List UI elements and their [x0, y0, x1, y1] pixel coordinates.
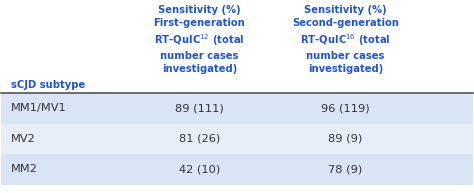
Text: 89 (9): 89 (9) [328, 134, 363, 144]
Text: 96 (119): 96 (119) [321, 103, 370, 113]
Text: sCJD subtype: sCJD subtype [11, 80, 85, 90]
Text: 81 (26): 81 (26) [179, 134, 220, 144]
Text: MV2: MV2 [11, 134, 36, 144]
Bar [1, 124, 473, 154]
Bar [1, 154, 473, 185]
Text: MM2: MM2 [11, 164, 38, 174]
Bar [1, 93, 473, 124]
Text: MM1/MV1: MM1/MV1 [11, 103, 66, 113]
Text: Sensitivity (%)
First-generation
RT-QuIC$^{12}$ (total
number cases
investigated: Sensitivity (%) First-generation RT-QuIC… [154, 5, 245, 74]
Text: 89 (111): 89 (111) [175, 103, 224, 113]
Text: 42 (10): 42 (10) [179, 164, 220, 174]
Text: 78 (9): 78 (9) [328, 164, 363, 174]
Text: Sensitivity (%)
Second-generation
RT-QuIC$^{16}$ (total
number cases
investigate: Sensitivity (%) Second-generation RT-QuI… [292, 5, 399, 74]
